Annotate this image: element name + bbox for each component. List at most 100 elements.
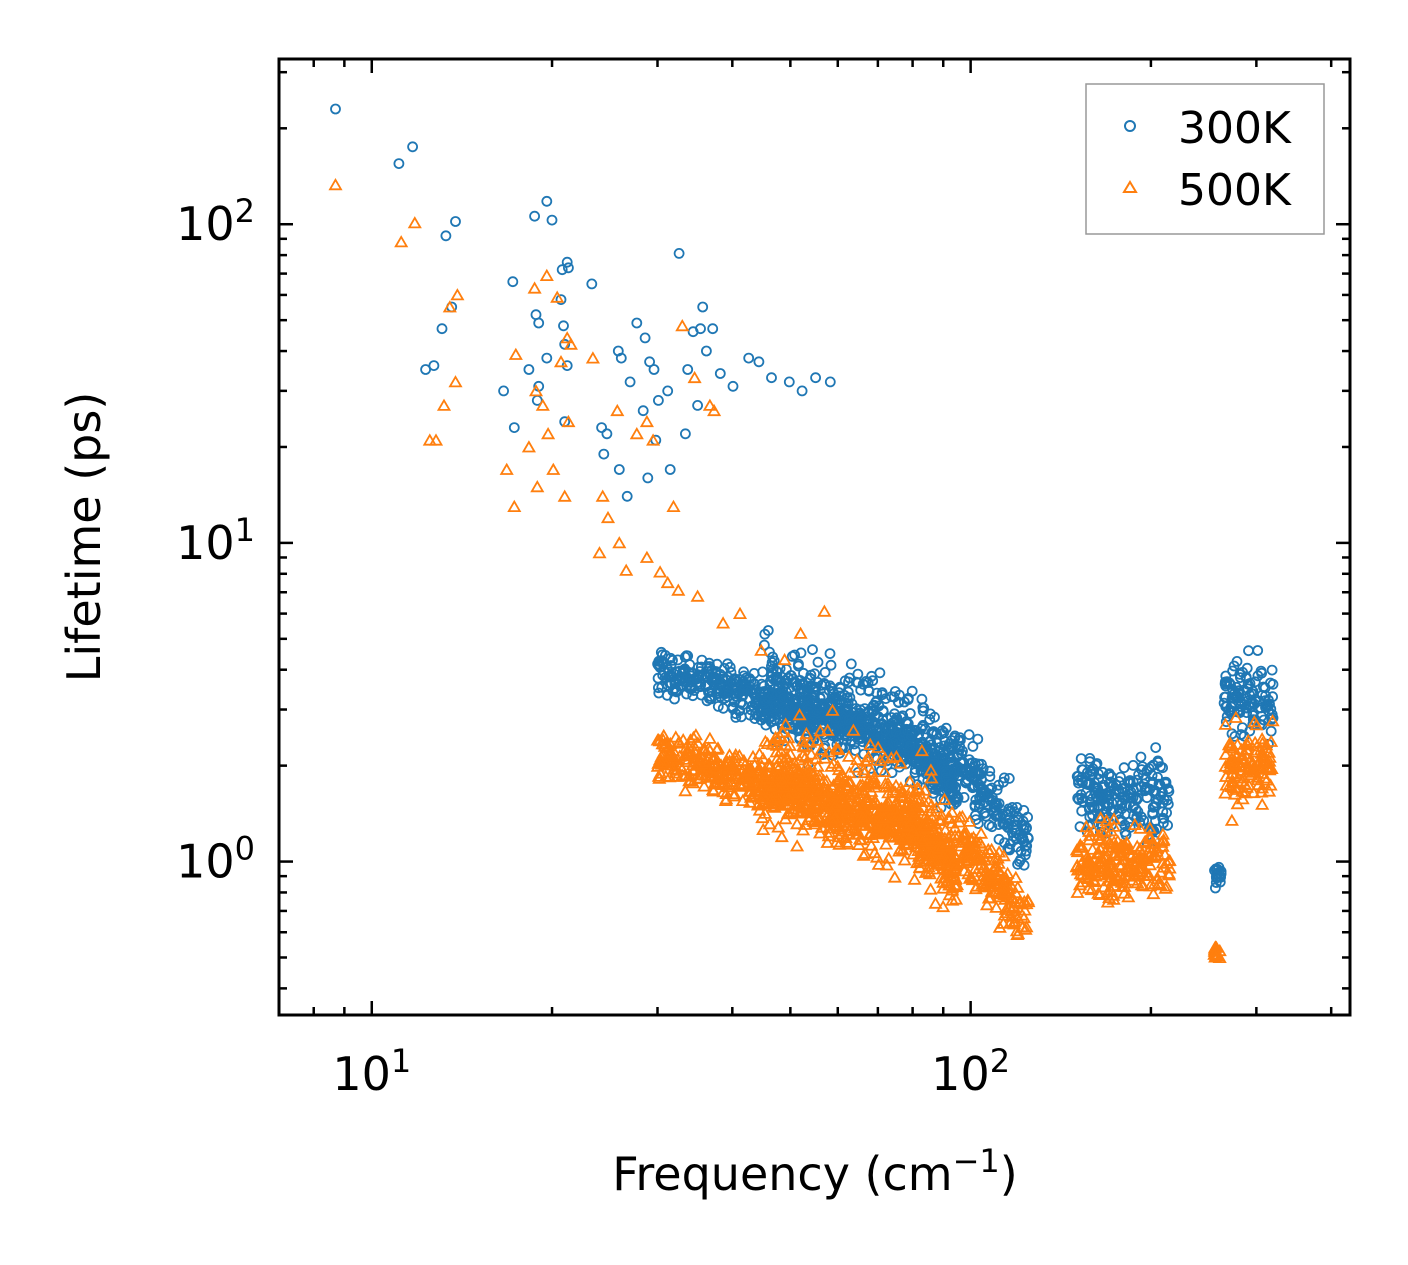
data-point-300k xyxy=(902,725,913,736)
data-point-300k xyxy=(794,691,806,703)
data-point-500k xyxy=(961,867,976,880)
data-point-500k xyxy=(1096,880,1111,893)
data-point-300k xyxy=(804,672,816,684)
data-point-300k xyxy=(824,648,836,659)
data-point-500k xyxy=(1246,785,1261,799)
data-point-500k xyxy=(905,833,920,846)
data-point-300k xyxy=(642,472,654,484)
data-point-300k xyxy=(653,659,664,671)
x-axis-label: Frequency (cm−1) xyxy=(612,1142,1017,1201)
data-point-300k xyxy=(876,687,888,699)
data-point-300k xyxy=(558,320,569,332)
data-point-500k xyxy=(769,738,784,751)
data-point-500k xyxy=(654,756,669,769)
data-point-500k xyxy=(893,756,908,769)
data-point-300k xyxy=(895,712,907,723)
data-point-300k xyxy=(915,765,927,777)
data-point-300k xyxy=(1016,834,1028,845)
data-point-300k xyxy=(811,699,823,711)
data-point-300k xyxy=(598,448,610,460)
data-point-500k xyxy=(929,853,944,866)
data-point-500k xyxy=(876,827,891,840)
data-point-500k xyxy=(557,489,572,502)
data-point-500k xyxy=(1007,917,1022,930)
data-point-300k xyxy=(1094,810,1106,822)
data-point-300k xyxy=(827,727,838,739)
data-point-500k xyxy=(817,751,832,764)
data-point-500k xyxy=(1091,886,1106,899)
data-point-500k xyxy=(790,817,805,830)
data-point-500k xyxy=(810,759,825,772)
legend-label-300k: 300K xyxy=(1178,103,1292,154)
data-point-300k xyxy=(1097,781,1109,793)
data-point-300k xyxy=(924,714,936,725)
data-point-500k xyxy=(1240,738,1255,751)
data-point-500k xyxy=(856,763,871,776)
data-point-300k xyxy=(541,352,553,364)
data-point-300k xyxy=(734,674,745,685)
data-point-300k xyxy=(555,294,567,306)
data-point-300k xyxy=(1147,808,1159,820)
data-point-500k xyxy=(805,775,820,788)
data-point-300k xyxy=(507,276,519,288)
data-point-500k xyxy=(1103,866,1118,879)
data-point-500k xyxy=(784,772,799,785)
data-point-300k xyxy=(918,702,930,714)
data-point-500k xyxy=(808,786,823,799)
data-point-500k xyxy=(801,813,817,826)
data-point-500k xyxy=(913,854,928,867)
data-point-300k xyxy=(1152,755,1164,767)
data-point-500k xyxy=(873,753,888,766)
data-point-500k xyxy=(726,762,741,775)
data-point-500k xyxy=(428,433,444,446)
data-point-500k xyxy=(893,781,908,794)
data-point-500k xyxy=(820,796,835,809)
data-point-500k xyxy=(775,775,790,788)
data-point-300k xyxy=(970,794,982,806)
data-point-500k xyxy=(911,782,926,795)
data-point-300k xyxy=(653,687,665,699)
data-point-500k xyxy=(825,814,840,828)
data-point-300k xyxy=(789,649,800,661)
data-point-500k xyxy=(887,820,902,833)
data-point-500k xyxy=(716,785,731,798)
data-point-300k xyxy=(807,644,818,655)
data-point-300k xyxy=(735,697,747,709)
legend-marker-500k xyxy=(1122,180,1138,193)
data-point-500k xyxy=(830,742,845,755)
data-point-500k xyxy=(535,398,550,411)
data-point-300k xyxy=(825,726,837,738)
data-point-300k xyxy=(1150,742,1162,753)
data-point-500k xyxy=(1226,741,1241,754)
data-point-300k xyxy=(1157,812,1169,824)
data-point-300k xyxy=(998,772,1010,784)
data-point-300k xyxy=(644,356,655,368)
data-point-500k xyxy=(671,736,686,749)
data-point-300k xyxy=(596,422,607,434)
data-point-500k xyxy=(1218,786,1233,799)
data-point-500k xyxy=(787,756,802,769)
data-point-300k xyxy=(954,764,965,776)
data-point-500k xyxy=(858,846,873,859)
data-point-300k xyxy=(799,725,811,737)
data-point-500k xyxy=(1227,757,1242,770)
data-point-500k xyxy=(328,178,343,191)
data-point-500k xyxy=(910,855,925,869)
data-point-300k xyxy=(683,667,695,678)
data-point-300k xyxy=(812,656,824,668)
data-point-300k xyxy=(963,729,975,741)
data-point-500k xyxy=(660,575,675,589)
data-point-500k xyxy=(762,817,777,830)
data-point-500k xyxy=(996,849,1011,862)
data-point-300k xyxy=(713,683,725,695)
data-point-500k xyxy=(407,216,422,229)
data-point-300k xyxy=(1076,771,1088,783)
data-point-300k xyxy=(795,647,807,659)
data-point-500k xyxy=(764,791,779,805)
data-point-500k xyxy=(782,738,797,751)
data-point-500k xyxy=(795,786,810,799)
data-point-500k xyxy=(821,829,836,842)
data-point-300k xyxy=(546,214,558,226)
data-point-500k xyxy=(945,893,960,906)
data-point-300k xyxy=(1125,786,1137,798)
